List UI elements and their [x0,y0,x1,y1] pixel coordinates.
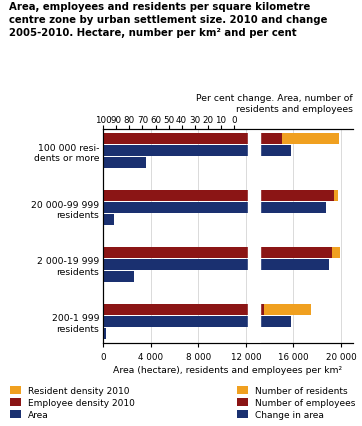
Bar [103,215,114,225]
X-axis label: Per cent change. Area, number of
residents and employees: Per cent change. Area, number of residen… [196,94,353,113]
Bar [103,191,334,201]
Text: Area, employees and residents per square kilometre
centre zone by urban settleme: Area, employees and residents per square… [9,2,327,37]
Bar [103,316,127,327]
X-axis label: Area (hectare), residents and employees per km²: Area (hectare), residents and employees … [114,365,342,374]
Bar [103,203,325,213]
Bar [248,130,260,343]
Bar [103,203,194,213]
Bar [103,316,291,327]
Legend: Resident density 2010, Employee density 2010, Area: Resident density 2010, Employee density … [10,386,135,419]
Bar [103,248,332,258]
Bar [103,146,291,157]
Bar [103,328,106,339]
Bar [103,158,146,168]
Bar [103,191,135,201]
Legend: Number of residents, Number of employees, Change in area: Number of residents, Number of employees… [237,386,356,419]
Bar [334,191,338,201]
Bar [103,134,186,145]
Bar [103,305,264,315]
Bar [264,305,311,315]
Bar [332,248,340,258]
Bar [103,146,244,157]
Bar [103,248,116,258]
Bar [103,271,134,282]
Bar [282,134,339,145]
Bar [103,305,111,315]
Bar [103,134,282,145]
Bar [103,259,146,270]
Bar [103,259,329,270]
